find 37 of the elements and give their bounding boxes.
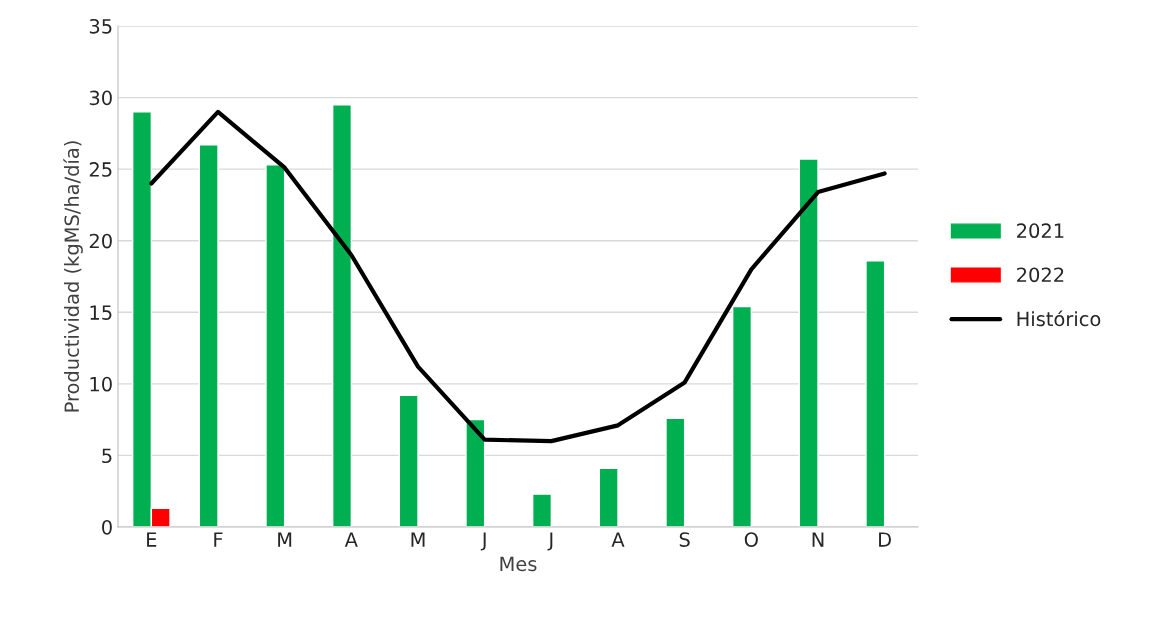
y-tick-label: 10 [90,376,112,392]
legend-label: Histórico [1017,310,1101,327]
x-tick-label: A [611,532,625,547]
x-tick-label: A [344,532,358,547]
bar [265,164,286,527]
y-tick-label: 20 [89,233,112,249]
x-tick-label: M [411,532,425,547]
x-tick-label: N [812,532,824,547]
bar [665,417,686,527]
bar [865,260,886,527]
y-tick-label: 0 [102,519,112,535]
y-tick-label: 35 [89,18,112,34]
y-tick-label: 5 [102,448,112,464]
y-tick-label: 30 [89,90,112,106]
y-tick-label: 25 [89,162,112,177]
bar [731,305,753,527]
x-tick-label: E [147,532,157,547]
x-tick-label: M [278,532,292,547]
x-tick-label: F [214,532,223,547]
x-axis-title: Mes [500,556,537,572]
x-tick-label: S [679,532,690,547]
y-tick-label: 15 [90,305,112,320]
bar [531,493,553,527]
bar [331,104,353,527]
bar [798,158,819,527]
bar [465,418,486,527]
bar [598,467,619,527]
legend-label: 2022 [1017,267,1064,283]
line-series [149,109,887,444]
legend-label: 2021 [1017,223,1064,239]
x-tick-label: J [547,532,553,551]
x-tick-label: D [879,532,891,547]
bar [198,144,219,527]
bar [398,394,419,527]
x-tick-label: J [480,532,486,551]
y-axis-title: Productividad (kgMS/ha/día) [63,141,83,412]
x-tick-label: O [744,532,758,547]
